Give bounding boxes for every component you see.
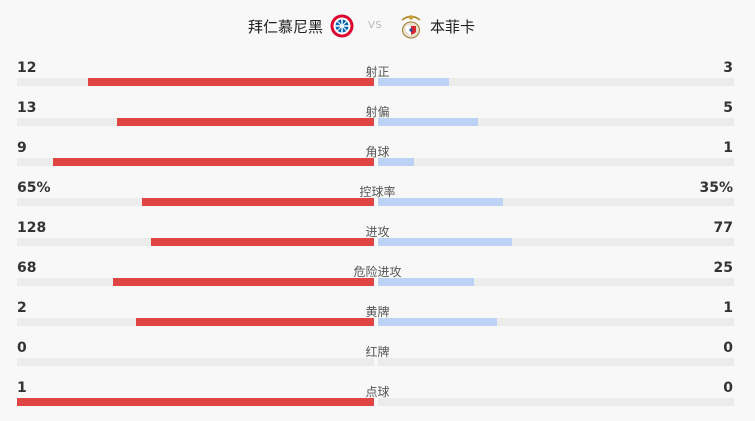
stat-label: 点球	[365, 385, 390, 399]
home-bar-fill	[53, 158, 374, 166]
away-stat-value: 5	[723, 100, 733, 116]
home-stat-value: 68	[17, 260, 37, 276]
home-team-name[interactable]: 拜仁慕尼黑	[247, 18, 323, 36]
match-header: 拜仁慕尼黑 VS 本菲卡	[0, 0, 755, 50]
stat-label: 射正	[365, 65, 390, 79]
stat-row: 0 红牌 0	[0, 338, 755, 378]
home-bar-track	[17, 118, 374, 126]
stat-label: 控球率	[359, 185, 396, 199]
away-bar-fill	[378, 238, 512, 246]
home-stat-value: 1	[17, 380, 27, 396]
away-stat-value: 0	[723, 380, 733, 396]
home-stat-value: 0	[17, 340, 27, 356]
away-bar-track	[378, 78, 734, 86]
stat-row: 128 进攻 77	[0, 218, 755, 258]
home-bar-fill	[113, 278, 374, 286]
home-stat-value: 65%	[17, 180, 51, 196]
away-bar-track	[378, 198, 734, 206]
home-bar-track	[17, 278, 374, 286]
stat-row: 13 射偏 5	[0, 98, 755, 138]
away-stat-value: 3	[723, 60, 733, 76]
home-bar-track	[17, 198, 374, 206]
stat-row: 1 点球 0	[0, 378, 755, 418]
away-bar-fill	[378, 78, 449, 86]
stat-label: 角球	[365, 145, 390, 159]
home-bar-fill	[142, 198, 374, 206]
home-stat-value: 12	[17, 60, 37, 76]
home-bar-track	[17, 398, 374, 406]
home-bar-track	[17, 158, 374, 166]
away-bar-fill	[378, 278, 474, 286]
away-stat-value: 1	[723, 140, 733, 156]
stat-row: 2 黄牌 1	[0, 298, 755, 338]
away-bar-fill	[378, 318, 497, 326]
bayern-munich-crest-icon[interactable]	[330, 14, 354, 38]
stat-label: 危险进攻	[353, 265, 402, 279]
home-bar-fill	[88, 78, 374, 86]
home-stat-value: 13	[17, 100, 37, 116]
away-bar-fill	[378, 158, 414, 166]
stat-row: 68 危险进攻 25	[0, 258, 755, 298]
home-stat-value: 9	[17, 140, 27, 156]
stat-row: 9 角球 1	[0, 138, 755, 178]
home-bar-fill	[17, 398, 374, 406]
vs-label: VS	[368, 20, 383, 31]
away-bar-track	[378, 158, 734, 166]
home-bar-track	[17, 318, 374, 326]
away-bar-track	[378, 118, 734, 126]
away-bar-track	[378, 318, 734, 326]
away-bar-track	[378, 278, 734, 286]
home-bar-track	[17, 78, 374, 86]
away-team-name[interactable]: 本菲卡	[430, 18, 476, 36]
benfica-crest-icon[interactable]	[397, 12, 425, 40]
away-bar-track	[378, 238, 734, 246]
away-bar-track	[378, 358, 734, 366]
home-bar-track	[17, 238, 374, 246]
home-stat-value: 128	[17, 220, 47, 236]
away-stat-value: 77	[713, 220, 733, 236]
stat-label: 进攻	[365, 225, 390, 239]
home-bar-track	[17, 358, 374, 366]
home-stat-value: 2	[17, 300, 27, 316]
away-stat-value: 1	[723, 300, 733, 316]
home-bar-fill	[117, 118, 374, 126]
away-bar-fill	[378, 118, 478, 126]
away-bar-fill	[378, 198, 503, 206]
away-stat-value: 0	[723, 340, 733, 356]
stat-label: 射偏	[365, 105, 390, 119]
stat-row: 12 射正 3	[0, 58, 755, 98]
home-bar-fill	[151, 238, 374, 246]
stat-label: 红牌	[365, 345, 390, 359]
away-bar-track	[378, 398, 734, 406]
home-bar-fill	[136, 318, 374, 326]
away-stat-value: 25	[713, 260, 733, 276]
away-stat-value: 35%	[699, 180, 733, 196]
stat-row: 65% 控球率 35%	[0, 178, 755, 218]
stat-label: 黄牌	[365, 305, 390, 319]
